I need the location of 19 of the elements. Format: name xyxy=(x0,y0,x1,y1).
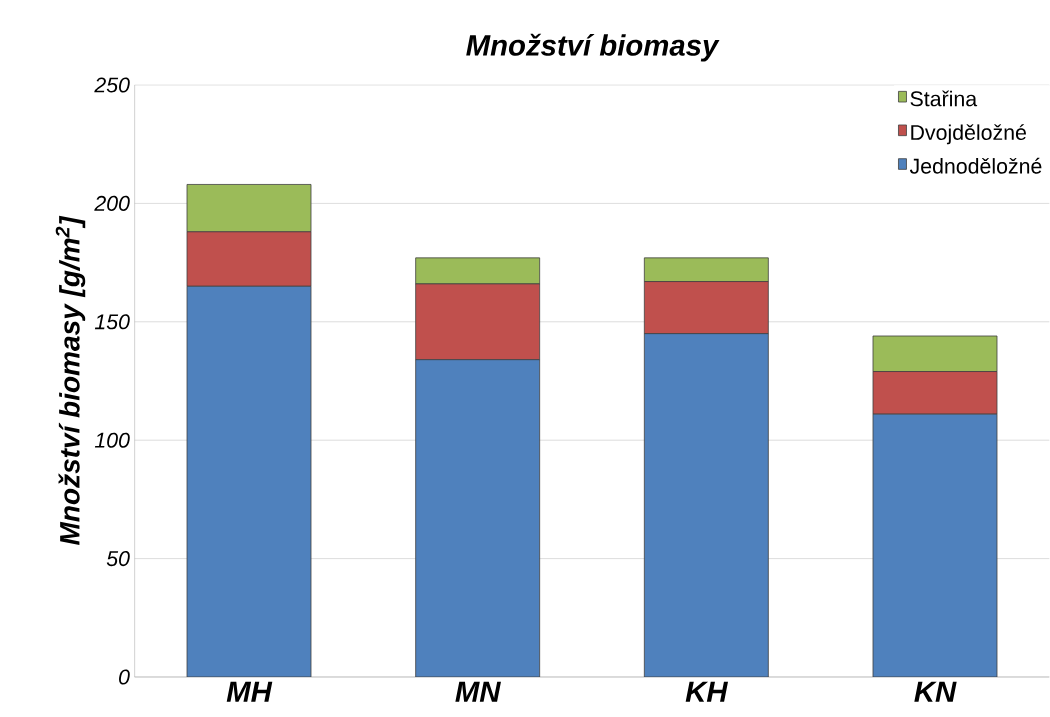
legend-label: Dvojděložné xyxy=(911,124,1026,145)
bar xyxy=(872,413,998,677)
bar xyxy=(415,359,541,677)
bar xyxy=(643,333,769,677)
legend-label: Stařina xyxy=(910,90,978,107)
y-tick-label: 50 xyxy=(106,551,130,567)
y-tick-label: 250 xyxy=(94,77,130,93)
y-tick-label: 100 xyxy=(94,432,130,448)
x-tick-label: KN xyxy=(914,681,957,702)
y-tick-label: 0 xyxy=(119,669,130,685)
legend-label: Jednoděložné xyxy=(909,157,1042,174)
y-tick-label: 150 xyxy=(94,314,130,330)
bar xyxy=(186,285,312,677)
x-tick-label: MN xyxy=(455,681,501,702)
y-axis-title: Množství biomasy [g/m$^{2}$] xyxy=(55,215,86,545)
y-tick-label: 200 xyxy=(94,195,130,211)
chart-title: Množství biomasy xyxy=(466,33,720,62)
x-tick-label: MH xyxy=(226,681,273,702)
x-tick-label: KH xyxy=(685,681,729,702)
